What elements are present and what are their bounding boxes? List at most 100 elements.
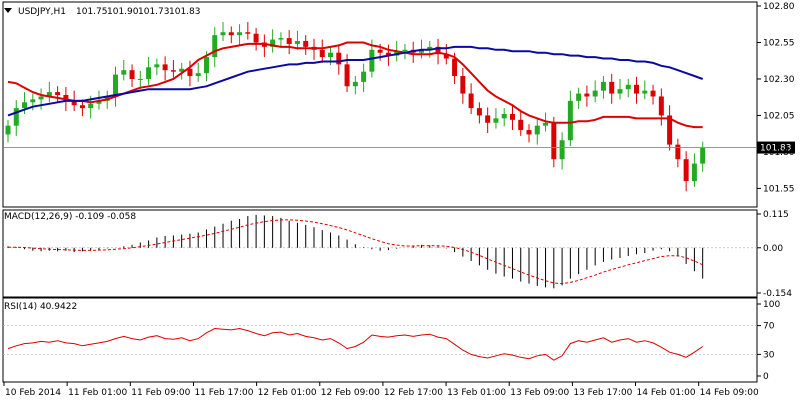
current-price-label: 101.83 bbox=[760, 144, 792, 154]
candle bbox=[113, 66, 119, 107]
candle-body bbox=[237, 32, 243, 36]
candle-body bbox=[319, 49, 325, 58]
candle bbox=[600, 76, 606, 99]
candle-body bbox=[600, 81, 606, 91]
macd-tick-label: 0.115 bbox=[763, 210, 789, 220]
time-tick-label: 12 Feb 17:00 bbox=[384, 388, 443, 398]
candle bbox=[551, 116, 557, 168]
candle bbox=[253, 27, 259, 51]
candle-body bbox=[452, 58, 458, 77]
candle-body bbox=[55, 92, 61, 96]
candle-body bbox=[336, 52, 342, 65]
candle-body bbox=[658, 96, 664, 116]
chart-header-close: 101.83 bbox=[169, 7, 201, 17]
chart-header-open: 101.75 bbox=[76, 7, 108, 17]
price-tick-label: 101.80 bbox=[763, 148, 795, 158]
candle-body bbox=[567, 100, 573, 141]
candle bbox=[567, 90, 573, 147]
candle bbox=[55, 86, 61, 104]
candle bbox=[245, 22, 251, 40]
time-tick-label: 11 Feb 17:00 bbox=[194, 388, 253, 398]
candle-body bbox=[559, 140, 565, 160]
candle bbox=[187, 60, 193, 87]
candle bbox=[534, 117, 540, 145]
candle-body bbox=[501, 113, 507, 119]
candle-body bbox=[146, 67, 152, 79]
candle bbox=[220, 22, 226, 42]
macd-label: MACD(12,26,9) -0.109 -0.058 bbox=[4, 212, 136, 222]
candle-body bbox=[518, 119, 524, 131]
current-price-tag bbox=[757, 141, 795, 154]
time-tick-label: 13 Feb 01:00 bbox=[447, 388, 506, 398]
chart-header-symbol: USDJPY,H1 bbox=[18, 7, 66, 17]
candle bbox=[634, 76, 640, 104]
candle-body bbox=[129, 70, 135, 79]
candle bbox=[460, 68, 466, 104]
candle-body bbox=[543, 122, 549, 126]
candle bbox=[286, 30, 292, 55]
candle bbox=[278, 32, 284, 48]
candle bbox=[137, 70, 143, 90]
candle-body bbox=[443, 54, 449, 59]
candle bbox=[13, 100, 19, 136]
rsi-tick-label: 100 bbox=[763, 300, 780, 310]
collapse-triangle-icon[interactable] bbox=[4, 8, 12, 13]
candle-body bbox=[344, 64, 350, 87]
macd-tick-label: 0.00 bbox=[763, 244, 783, 254]
candle-body bbox=[534, 125, 540, 135]
candle bbox=[468, 83, 474, 114]
candle-body bbox=[576, 93, 582, 101]
candle-body bbox=[634, 84, 640, 94]
candle-body bbox=[96, 100, 102, 104]
candle bbox=[179, 62, 185, 80]
moving-average-line bbox=[7, 45, 704, 117]
candle-body bbox=[691, 163, 697, 182]
macd-panel bbox=[3, 214, 757, 289]
candle bbox=[559, 132, 565, 170]
candle-body bbox=[683, 159, 689, 182]
time-tick-label: 14 Feb 09:00 bbox=[700, 388, 759, 398]
candle bbox=[476, 102, 482, 124]
rsi-tick-label: 70 bbox=[763, 322, 775, 332]
candle bbox=[228, 26, 234, 44]
candle-body bbox=[509, 113, 515, 120]
macd-tick-label: -0.154 bbox=[763, 289, 792, 299]
candle-body bbox=[427, 46, 433, 50]
candle bbox=[195, 62, 201, 82]
candle bbox=[493, 108, 499, 129]
candle-body bbox=[71, 100, 77, 106]
candle-body bbox=[154, 64, 160, 68]
candle-body bbox=[328, 52, 334, 58]
candle-body bbox=[162, 64, 168, 71]
candle-body bbox=[303, 41, 309, 47]
candle-body bbox=[460, 76, 466, 94]
candle bbox=[46, 81, 52, 103]
candle bbox=[237, 24, 243, 46]
candle bbox=[683, 151, 689, 192]
candle-body bbox=[113, 74, 119, 97]
candle bbox=[170, 59, 176, 78]
candle bbox=[336, 44, 342, 75]
price-tick-label: 101.55 bbox=[763, 184, 795, 194]
candle bbox=[584, 85, 590, 107]
candle-body bbox=[361, 71, 367, 82]
candle-body bbox=[419, 49, 424, 53]
candle bbox=[146, 57, 152, 85]
candle bbox=[79, 99, 85, 117]
axes: 101.83102.80102.55102.30102.05101.80101.… bbox=[3, 2, 795, 398]
candle bbox=[691, 153, 697, 187]
candle-body bbox=[435, 46, 441, 55]
candle bbox=[650, 84, 656, 105]
candle bbox=[667, 105, 673, 151]
chart-header-high: 101.90 bbox=[107, 7, 139, 17]
rsi-tick-label: 30 bbox=[763, 350, 775, 360]
macd-signal-line bbox=[8, 219, 703, 285]
candle-body bbox=[294, 41, 300, 44]
candle bbox=[270, 29, 276, 53]
candle-body bbox=[245, 32, 251, 34]
candle bbox=[609, 73, 615, 104]
candle bbox=[402, 43, 408, 60]
candle bbox=[625, 78, 631, 98]
moving-averages bbox=[7, 41, 704, 129]
time-tick-label: 13 Feb 09:00 bbox=[510, 388, 569, 398]
